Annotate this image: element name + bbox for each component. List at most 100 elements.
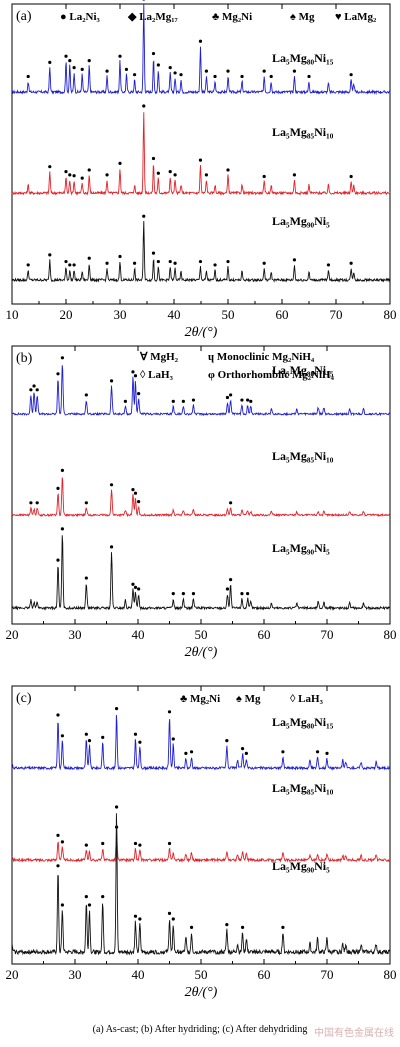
peak-marker (167, 911, 172, 915)
series-line (11, 813, 391, 956)
peak-marker (109, 545, 114, 549)
peak-marker (132, 73, 137, 77)
x-tick-label: 20 (6, 627, 19, 642)
peak-marker (189, 925, 194, 929)
peak-marker (72, 263, 76, 267)
peak-marker (225, 923, 229, 927)
peak-marker (118, 161, 122, 165)
peak-marker (87, 59, 91, 63)
peak-marker (249, 399, 253, 403)
peak-marker (35, 388, 39, 392)
legend-entry: ♠ Mg (236, 693, 261, 705)
peak-marker (133, 374, 138, 378)
x-tick-label: 20 (6, 967, 19, 982)
xrd-chart-a: (a) 10 20 30 40 50 60 70 80 2θ/(°) ● La₂Ni₃ ◆ La₂Mg… (6, 0, 397, 338)
x-axis-label: 2θ/(°) (185, 645, 218, 660)
peak-marker (84, 732, 88, 736)
series-line (11, 477, 391, 518)
peak-marker (105, 173, 109, 177)
peak-marker (68, 173, 72, 177)
series-label: La₅Mg₈₅Ni₁₀ (272, 125, 334, 139)
peak-marker (226, 168, 230, 172)
peak-marker (226, 69, 230, 73)
legend-entry: ♥ LaMg₂ (335, 11, 377, 23)
peak-marker (262, 261, 266, 265)
xrd-chart-c: (c) 20 30 40 50 60 70 80 2θ/(°) ♣ Mg₂Ni ♠ Mg ◊ LaH₃… (6, 685, 397, 1000)
peak-marker (292, 69, 297, 73)
peak-marker (105, 69, 109, 73)
peak-marker (56, 833, 60, 837)
xrd-panel-c: (c) 20 30 40 50 60 70 80 2θ/(°) ♣ Mg₂Ni ♠ Mg ◊ LaH₃… (0, 682, 400, 1017)
x-tick-label: 50 (222, 307, 235, 322)
peak-marker (349, 174, 353, 179)
series-label: La₅Mg₈₅Ni₁₀ (272, 449, 334, 463)
x-tick-label: 60 (258, 627, 271, 642)
legend-entry: ♣ Mg₂Ni (212, 11, 252, 23)
x-tick-label: 40 (132, 627, 145, 642)
peak-marker (171, 399, 175, 403)
peak-marker (204, 173, 208, 177)
peak-marker (191, 592, 196, 596)
peak-marker (213, 263, 217, 267)
series-line (11, 4, 391, 96)
peak-marker (307, 74, 311, 79)
peak-marker (138, 843, 142, 847)
peak-marker (133, 491, 138, 495)
peak-marker (68, 263, 72, 267)
xrd-panel-a: (a) 10 20 30 40 50 60 70 80 2θ/(°) ● La₂Ni₃ ◆ La₂Mg… (0, 0, 400, 338)
peak-marker (133, 841, 138, 846)
peak-marker (173, 71, 177, 75)
peak-marker (240, 398, 244, 402)
peak-marker (173, 173, 177, 177)
series-line (11, 112, 391, 196)
peak-marker (60, 903, 64, 907)
peak-marker (198, 39, 203, 43)
peak-marker (64, 54, 68, 58)
series-line (11, 220, 391, 283)
peak-marker (137, 587, 141, 591)
peak-marker (326, 263, 331, 267)
peak-marker (118, 254, 122, 259)
peak-marker (131, 582, 135, 586)
x-tick-label: 30 (69, 967, 82, 982)
peak-marker (56, 558, 60, 562)
x-tick-label: 80 (384, 627, 397, 642)
peak-marker (156, 171, 160, 175)
series-label: La₅Mg₈₀Ni₁₅ (272, 363, 334, 377)
x-axis-label: 2θ/(°) (185, 325, 218, 338)
series-line (11, 365, 391, 417)
peak-marker (349, 261, 353, 265)
peak-marker (151, 156, 156, 161)
peak-marker (213, 74, 217, 79)
peak-marker (281, 750, 285, 754)
x-tick-label: 50 (195, 967, 208, 982)
watermark-text: 中国有色金属在线 (314, 1028, 394, 1039)
x-tick-label: 70 (330, 307, 343, 322)
x-tick-label: 70 (321, 627, 334, 642)
x-tick-label: 20 (60, 307, 73, 322)
peak-marker (60, 356, 64, 360)
x-axis-label: 2θ/(°) (185, 985, 218, 1000)
series-label: La₅Mg₈₀Ni₁₅ (272, 715, 334, 729)
peak-marker (56, 372, 60, 376)
peak-marker (244, 751, 248, 755)
peak-marker (48, 253, 52, 257)
legend-entry: ♣ Mg₂Ni (180, 693, 220, 705)
peak-marker (151, 51, 156, 56)
peak-marker (29, 501, 33, 505)
peak-marker (262, 174, 266, 179)
panel-label: (a) (16, 9, 32, 24)
peak-marker (229, 578, 233, 582)
panel-label: (c) (16, 691, 32, 706)
peak-marker (56, 713, 60, 717)
peak-marker (64, 170, 68, 174)
peak-marker (240, 592, 244, 596)
peak-marker (226, 259, 230, 264)
peak-marker (173, 261, 177, 265)
peak-marker (35, 501, 39, 505)
x-tick-label: 10 (6, 307, 19, 322)
peak-marker (156, 63, 160, 67)
peak-marker (225, 587, 230, 591)
peak-marker (325, 751, 329, 755)
x-tick-label: 40 (168, 307, 181, 322)
